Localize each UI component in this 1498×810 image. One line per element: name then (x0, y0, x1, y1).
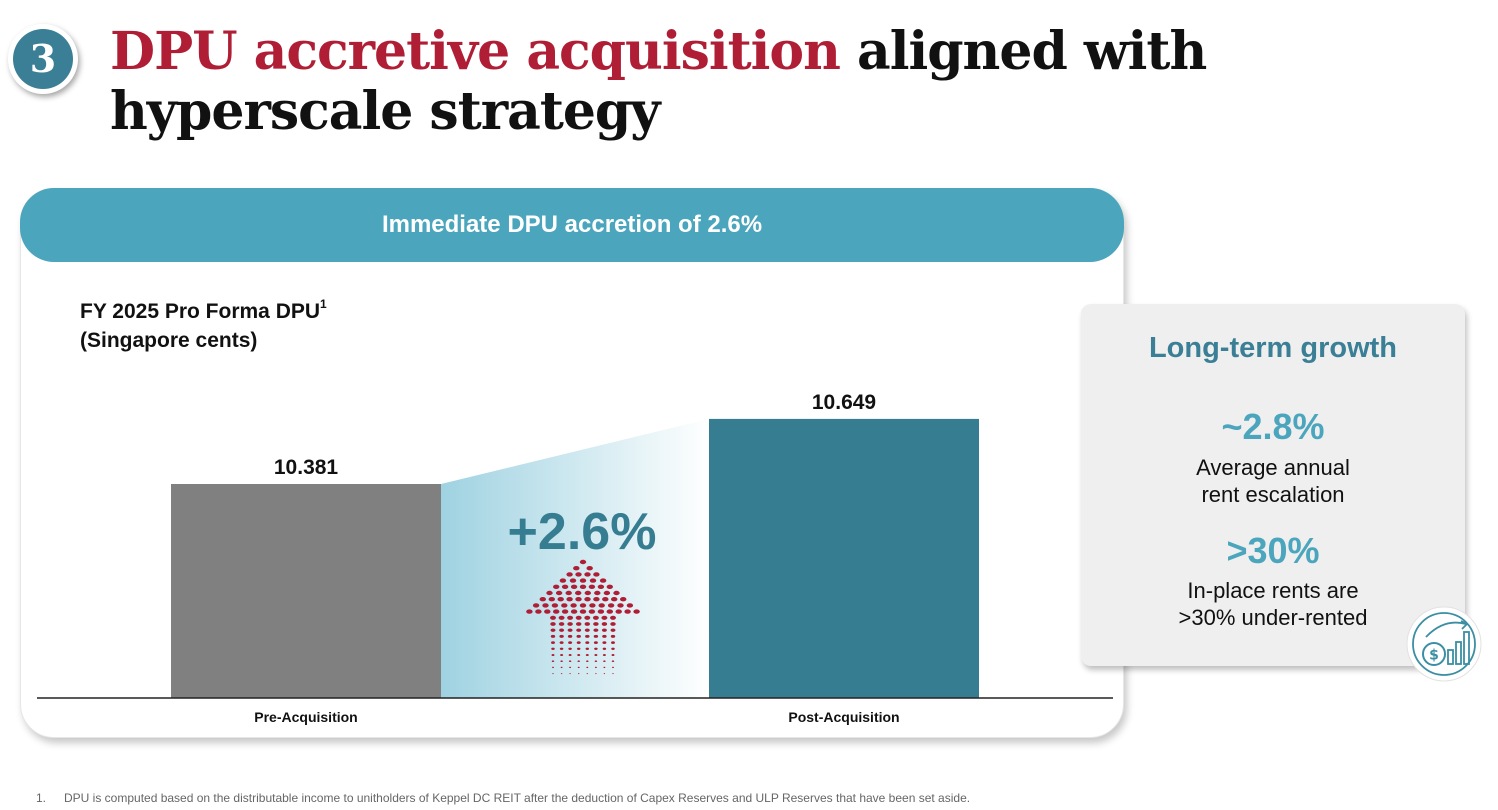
title-accent: DPU accretive acquisition (110, 21, 841, 82)
under-rented-desc-line2: >30% under-rented (1178, 605, 1368, 630)
step-badge: 3 (8, 24, 78, 94)
page-title: DPU accretive acquisition aligned with h… (110, 22, 1210, 142)
bar-pre-acquisition (171, 484, 441, 698)
data-label-pre-acquisition: 10.381 (274, 456, 339, 479)
bar-post-acquisition (709, 418, 979, 698)
accretion-wedge (441, 418, 709, 698)
data-label-post-acquisition: 10.649 (812, 391, 876, 414)
tick-label-pre-acquisition: Pre-Acquisition (254, 709, 357, 725)
under-rented-desc-line1: In-place rents are (1187, 578, 1359, 603)
svg-text:$: $ (1429, 648, 1439, 664)
footnote: 1. DPU is computed based on the distribut… (36, 791, 970, 805)
dotted-up-arrow-icon (526, 559, 640, 675)
under-rented-value: >30% (1226, 530, 1320, 571)
card-header: Immediate DPU accretion of 2.6% (20, 188, 1124, 262)
side-card-title: Long-term growth (1148, 332, 1398, 364)
footnote-ref: 1 (320, 297, 327, 311)
money-growth-chart-icon: $ (1406, 606, 1482, 682)
accretion-annotation: +2.6% (508, 503, 657, 561)
rent-escalation-desc-line1: Average annual (1196, 455, 1350, 480)
tick-label-post-acquisition: Post-Acquisition (788, 709, 899, 725)
rent-escalation-desc-line2: rent escalation (1201, 482, 1345, 507)
chart-title: FY 2025 Pro Forma DPU1 (Singapore cents) (80, 292, 327, 355)
title-rest: aligned with hyperscale strategy (110, 21, 1207, 142)
rent-escalation-desc: Average annual rent escalation (1081, 454, 1465, 508)
footnote-text: DPU is computed based on the distributab… (64, 791, 971, 805)
rent-escalation-value: ~2.8% (1221, 406, 1325, 447)
chart-title-line1: FY 2025 Pro Forma DPU (80, 300, 321, 323)
long-term-growth-card: Long-term growth ~2.8% Average annual re… (1081, 304, 1465, 666)
step-number: 3 (13, 29, 73, 89)
dpu-bar-chart: 10.381 Pre-Acquisition 10.649 Post-Acquisit… (37, 391, 1113, 725)
chart-title-line2: (Singapore cents) (80, 329, 258, 352)
under-rented-desc: In-place rents are >30% under-rented (1081, 577, 1465, 631)
footnote-number: 1. (36, 791, 47, 805)
